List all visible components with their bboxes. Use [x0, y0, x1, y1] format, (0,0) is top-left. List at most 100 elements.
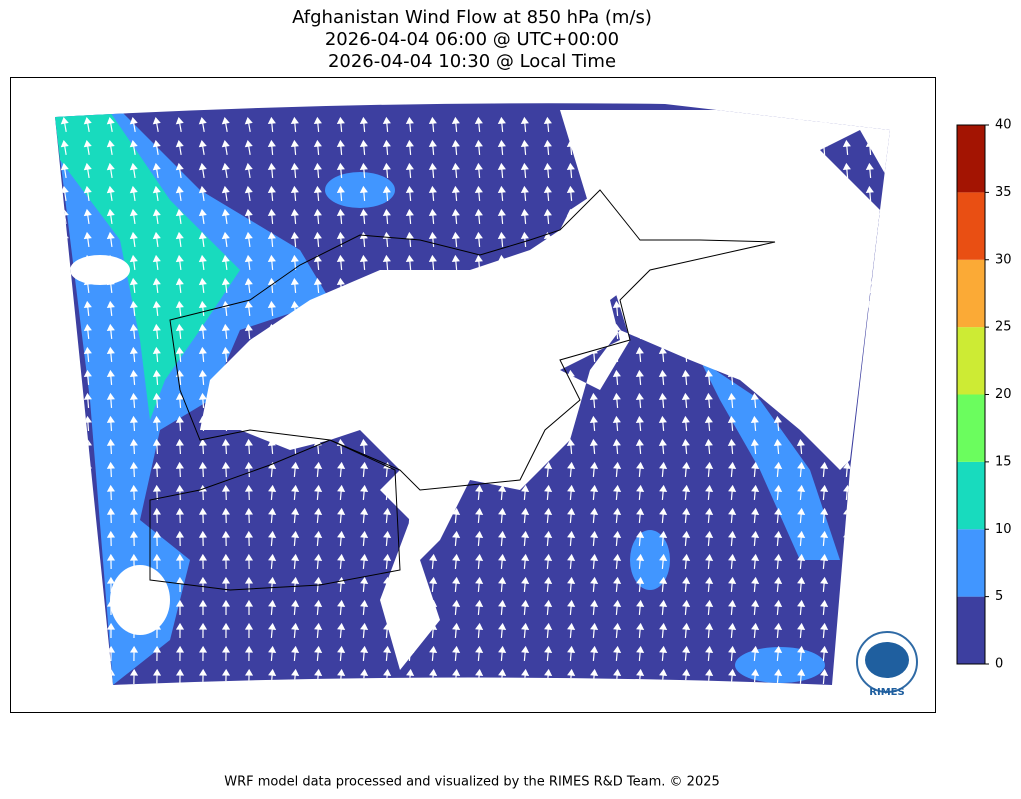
- wind-arrow: [589, 415, 598, 432]
- wind-arrow: [797, 599, 806, 616]
- wind-arrow: [544, 461, 553, 478]
- wind-arrow: [750, 415, 759, 432]
- wind-arrow: [796, 438, 805, 455]
- wind-arrow: [658, 415, 667, 432]
- wind-arrow: [382, 185, 391, 202]
- wind-arrow: [359, 139, 368, 156]
- wind-arrow: [636, 553, 645, 570]
- wind-arrow: [221, 323, 230, 340]
- wind-arrow: [152, 300, 161, 317]
- wind-arrow: [152, 369, 161, 386]
- wind-arrow: [452, 599, 461, 616]
- wind-arrow: [428, 139, 437, 156]
- wind-arrow: [291, 645, 300, 662]
- wind-arrow: [83, 185, 92, 202]
- wind-arrow: [820, 645, 829, 662]
- wind-arrow: [682, 461, 691, 478]
- wind-arrow: [682, 530, 691, 547]
- wind-arrow: [268, 484, 277, 501]
- wind-arrow: [774, 576, 783, 593]
- wind-arrow: [291, 530, 300, 547]
- wind-arrow: [336, 139, 345, 156]
- wind-arrow: [83, 323, 92, 340]
- wind-arrow: [613, 461, 622, 478]
- wind-arrow: [475, 484, 484, 501]
- wind-arrow: [360, 461, 369, 478]
- wind-arrow: [452, 530, 461, 547]
- wind-arrow: [244, 208, 253, 225]
- wind-arrow: [474, 231, 483, 248]
- wind-arrow: [175, 323, 184, 340]
- wind-arrow: [567, 507, 576, 524]
- wind-arrow: [428, 208, 437, 225]
- wind-arrow: [221, 507, 231, 524]
- wind-arrow: [175, 645, 185, 662]
- wind-arrow: [152, 254, 161, 271]
- colorbar-tick-label: 15: [995, 454, 1012, 469]
- wind-arrow: [268, 622, 277, 639]
- wind-arrow: [221, 208, 230, 225]
- wind-arrow: [865, 185, 874, 202]
- wind-arrow: [774, 553, 783, 570]
- wind-arrow: [774, 645, 783, 662]
- wind-arrow: [751, 530, 760, 547]
- wind-arrow: [682, 484, 691, 501]
- wind-arrow: [244, 553, 254, 570]
- wind-arrow: [314, 576, 323, 593]
- wind-arrow: [590, 553, 599, 570]
- wind-arrow: [83, 369, 92, 386]
- wind-arrow: [682, 622, 691, 639]
- wind-arrow: [175, 438, 184, 455]
- wind-arrow: [290, 277, 299, 294]
- wind-arrow: [797, 622, 806, 639]
- wind-arrow: [659, 507, 668, 524]
- wind-arrow: [497, 208, 506, 225]
- wind-arrow: [313, 231, 322, 248]
- wind-arrow: [774, 461, 783, 478]
- wind-arrow: [268, 576, 277, 593]
- wind-arrow: [129, 668, 139, 685]
- wind-arrow: [682, 599, 691, 616]
- wind-arrow: [797, 576, 806, 593]
- wind-arrow: [337, 507, 346, 524]
- wind-arrow: [750, 392, 759, 409]
- wind-arrow: [728, 645, 737, 662]
- wind-arrow: [659, 484, 668, 501]
- wind-arrow: [198, 507, 208, 524]
- wind-arrow: [682, 553, 691, 570]
- wind-arrow: [221, 645, 231, 662]
- wind-arrow: [175, 576, 185, 593]
- wind-arrow: [774, 484, 783, 501]
- wind-arrow: [544, 530, 553, 547]
- wind-arrow: [314, 507, 323, 524]
- wind-arrow: [590, 484, 599, 501]
- wind-arrow: [613, 645, 622, 662]
- wind-arrow: [198, 277, 207, 294]
- wind-arrow: [244, 461, 253, 478]
- colorbar-tick-label: 40: [995, 118, 1012, 133]
- wind-arrow: [106, 346, 115, 363]
- wind-arrow: [60, 185, 69, 202]
- wind-arrow: [106, 530, 116, 547]
- wind-arrow: [498, 599, 507, 616]
- wind-arrow: [865, 162, 874, 179]
- wind-arrow: [175, 139, 184, 156]
- wind-arrow: [613, 576, 622, 593]
- wind-arrow: [428, 231, 437, 248]
- wind-arrow: [451, 139, 460, 156]
- wind-arrow: [452, 507, 461, 524]
- wind-arrow: [129, 116, 138, 132]
- wind-arrow: [820, 668, 829, 685]
- wind-arrow: [590, 599, 599, 616]
- wind-arrow: [336, 254, 345, 271]
- wind-arrow: [544, 599, 553, 616]
- wind-arrow: [106, 300, 115, 317]
- wind-arrow: [129, 231, 138, 248]
- wind-arrow: [451, 208, 460, 225]
- wind-arrow: [244, 576, 254, 593]
- wind-arrow: [635, 415, 644, 432]
- colorbar-segment: [957, 394, 985, 462]
- wind-arrow: [797, 645, 806, 662]
- wind-arrow: [198, 553, 208, 570]
- wind-arrow: [175, 231, 184, 248]
